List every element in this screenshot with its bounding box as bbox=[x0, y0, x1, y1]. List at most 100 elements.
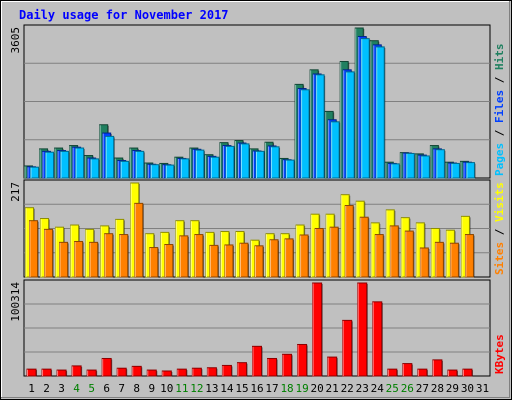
bar bbox=[420, 155, 431, 179]
bar bbox=[149, 247, 159, 278]
bar bbox=[417, 368, 428, 377]
bar bbox=[405, 152, 416, 179]
bar-fill bbox=[240, 143, 250, 179]
legend-part: / bbox=[493, 222, 506, 242]
bar bbox=[345, 71, 356, 179]
bar bbox=[206, 367, 218, 377]
bar bbox=[56, 369, 68, 377]
bar-fill bbox=[464, 234, 474, 278]
bar-fill bbox=[254, 245, 264, 278]
bar bbox=[41, 368, 53, 377]
bar bbox=[404, 230, 415, 278]
bar bbox=[329, 226, 340, 278]
bar bbox=[131, 365, 143, 377]
bar bbox=[462, 368, 473, 377]
bar bbox=[59, 241, 69, 278]
bar-fill bbox=[179, 235, 189, 278]
bar-fill bbox=[86, 369, 97, 377]
bar-fill bbox=[285, 159, 295, 179]
bar bbox=[150, 164, 160, 179]
panel-visits_sites: 217 Sites / Visits bbox=[9, 179, 506, 278]
bar-fill bbox=[44, 228, 54, 278]
legend-part: Pages bbox=[493, 143, 506, 176]
panel-kbytes: 100314 KBytes bbox=[9, 279, 506, 377]
panel-max-label: 100314 bbox=[9, 282, 22, 322]
bar-fill bbox=[105, 135, 115, 179]
bar bbox=[26, 368, 38, 377]
bar bbox=[297, 343, 308, 377]
series-kbytes bbox=[26, 282, 473, 377]
bar-fill bbox=[224, 244, 234, 278]
bar bbox=[161, 370, 173, 377]
legend-part: Files bbox=[493, 90, 506, 123]
bar bbox=[375, 46, 386, 179]
bar-fill bbox=[435, 149, 445, 179]
bar bbox=[464, 234, 475, 278]
x-tick-label: 16 bbox=[250, 382, 263, 395]
bar bbox=[282, 353, 293, 377]
bar bbox=[342, 319, 353, 377]
bar-fill bbox=[225, 145, 235, 179]
bar bbox=[284, 238, 295, 278]
bar bbox=[465, 162, 476, 179]
x-tick-label: 28 bbox=[431, 382, 444, 395]
x-tick-label: 23 bbox=[356, 382, 369, 395]
bar bbox=[447, 369, 458, 377]
bar-fill bbox=[284, 238, 294, 278]
bar-fill bbox=[119, 234, 129, 278]
bar bbox=[239, 242, 249, 278]
bar bbox=[135, 150, 145, 179]
bar-fill bbox=[131, 365, 142, 377]
bar bbox=[194, 234, 204, 278]
bar bbox=[389, 225, 400, 278]
series-sites bbox=[29, 202, 475, 278]
bar-fill bbox=[252, 345, 262, 377]
bar bbox=[434, 241, 445, 278]
bar-fill bbox=[195, 149, 205, 179]
bar-fill bbox=[101, 357, 112, 377]
x-tick-label: 10 bbox=[160, 382, 173, 395]
bar-fill bbox=[206, 367, 217, 377]
bar-fill bbox=[420, 155, 430, 179]
bar-fill bbox=[390, 163, 400, 179]
bar-fill bbox=[90, 158, 100, 179]
x-tick-label: 19 bbox=[295, 382, 308, 395]
bar-fill bbox=[267, 357, 278, 377]
bar-fill bbox=[314, 227, 324, 278]
bar bbox=[300, 89, 311, 179]
x-tick-label: 8 bbox=[133, 382, 140, 395]
bar bbox=[450, 162, 461, 179]
x-tick-label: 30 bbox=[461, 382, 474, 395]
bar bbox=[179, 235, 189, 278]
bar-fill bbox=[315, 74, 325, 179]
bar-fill bbox=[342, 319, 353, 377]
bar bbox=[86, 369, 98, 377]
bar bbox=[374, 234, 385, 278]
bar bbox=[360, 38, 371, 179]
bar bbox=[435, 149, 446, 179]
bar-fill bbox=[210, 156, 220, 179]
bar-fill bbox=[374, 234, 384, 278]
bar-fill bbox=[135, 150, 145, 179]
bar bbox=[269, 239, 280, 278]
bar bbox=[267, 357, 278, 377]
bar-fill bbox=[447, 369, 458, 377]
x-tick-label: 2 bbox=[43, 382, 50, 395]
bar-fill bbox=[312, 282, 323, 377]
legend-part: Sites bbox=[493, 242, 506, 275]
bar bbox=[116, 367, 128, 377]
bar-fill bbox=[60, 150, 70, 179]
bar bbox=[101, 357, 113, 377]
x-tick-label: 9 bbox=[148, 382, 155, 395]
panel-max-label: 3605 bbox=[9, 27, 22, 54]
bar bbox=[312, 282, 323, 377]
bar bbox=[210, 156, 220, 179]
bar-fill bbox=[146, 369, 157, 377]
bar-fill bbox=[300, 89, 310, 179]
bar-fill bbox=[372, 301, 383, 377]
bar-fill bbox=[432, 359, 443, 377]
bar bbox=[390, 163, 401, 179]
bar-fill bbox=[74, 240, 84, 278]
bar-fill bbox=[462, 368, 473, 377]
bar bbox=[221, 364, 233, 377]
